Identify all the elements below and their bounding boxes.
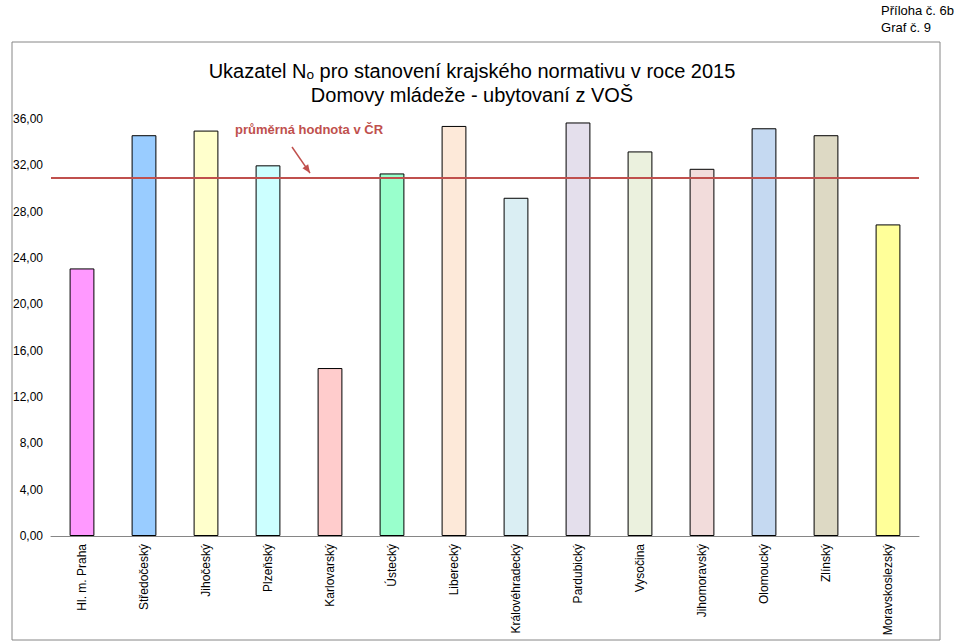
- svg-text:36,00: 36,00: [13, 112, 43, 126]
- svg-text:12,00: 12,00: [13, 390, 43, 404]
- svg-text:8,00: 8,00: [20, 436, 44, 450]
- svg-text:20,00: 20,00: [13, 297, 43, 311]
- svg-text:28,00: 28,00: [13, 205, 43, 219]
- svg-text:Moravskoslezský: Moravskoslezský: [881, 544, 895, 635]
- svg-text:Plzeňský: Plzeňský: [261, 544, 275, 592]
- svg-text:Olomoucký: Olomoucký: [757, 544, 771, 604]
- svg-text:Liberecký: Liberecký: [447, 544, 461, 595]
- svg-text:0,00: 0,00: [20, 529, 44, 543]
- svg-text:Příloha č. 6b: Příloha č. 6b: [881, 3, 954, 18]
- svg-text:4,00: 4,00: [20, 483, 44, 497]
- svg-text:24,00: 24,00: [13, 251, 43, 265]
- svg-text:Graf č. 9: Graf č. 9: [881, 20, 931, 35]
- svg-text:Jihomoravský: Jihomoravský: [695, 544, 709, 617]
- svg-text:Domovy mládeže - ubytovaní z V: Domovy mládeže - ubytovaní z VOŠ: [311, 84, 633, 106]
- svg-text:Hl. m. Praha: Hl. m. Praha: [75, 544, 89, 611]
- svg-text:Středočeský: Středočeský: [137, 544, 151, 610]
- svg-text:Zlínský: Zlínský: [819, 544, 833, 582]
- svg-text:Jihočeský: Jihočeský: [199, 544, 213, 597]
- svg-text:Ukazatel Nₒ pro stanovení kraj: Ukazatel Nₒ pro stanovení krajského norm…: [209, 60, 736, 82]
- svg-text:Pardubický: Pardubický: [571, 544, 585, 603]
- svg-text:Ústecký: Ústecký: [384, 544, 399, 587]
- svg-text:Vysočina: Vysočina: [633, 544, 647, 593]
- svg-text:16,00: 16,00: [13, 344, 43, 358]
- svg-text:Karlovarský: Karlovarský: [323, 544, 337, 607]
- svg-text:průměrná hodnota v ČR: průměrná hodnota v ČR: [235, 122, 384, 137]
- svg-text:Královéhradecký: Královéhradecký: [509, 544, 523, 633]
- svg-text:32,00: 32,00: [13, 158, 43, 172]
